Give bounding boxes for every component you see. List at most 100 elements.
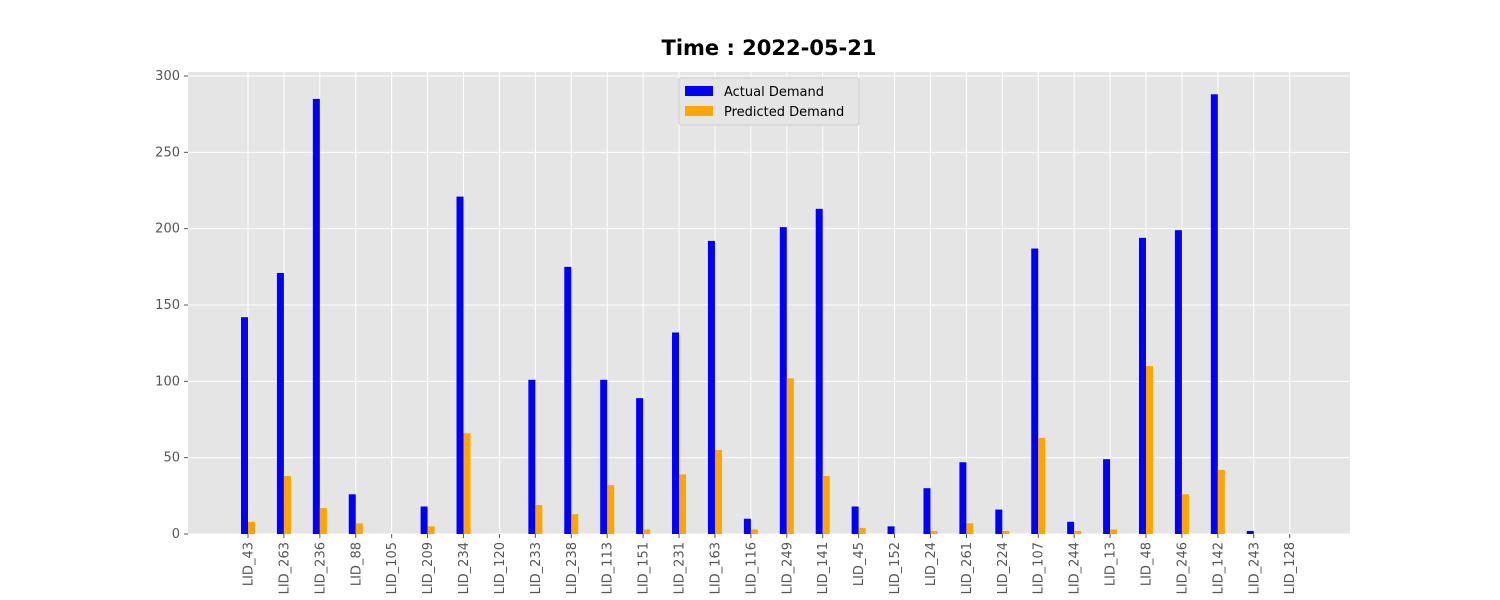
- actual-demand-bar: [743, 518, 751, 534]
- predicted-demand-bar: [355, 523, 363, 534]
- x-tick-label: LID_151: [637, 542, 652, 594]
- actual-demand-bar: [995, 509, 1003, 534]
- x-tick-label: LID_224: [996, 542, 1011, 594]
- predicted-demand-bar: [571, 514, 579, 534]
- actual-demand-bar: [600, 379, 608, 534]
- predicted-demand-bar: [714, 450, 722, 534]
- actual-demand-bar: [1210, 94, 1218, 534]
- x-tick-label: LID_88: [349, 542, 364, 586]
- predicted-demand-bar: [1146, 366, 1153, 534]
- x-tick-label: LID_107: [1032, 542, 1047, 594]
- x-axis: LID_43 LID_263 LID_236 LID_88 LID_105 LID_209…: [242, 534, 1298, 594]
- actual-demand-bar: [312, 98, 320, 535]
- predicted-demand-bar: [786, 378, 794, 534]
- actual-demand-bar: [959, 462, 967, 534]
- actual-demand-bar: [241, 317, 248, 534]
- actual-demand-bar: [1246, 530, 1254, 534]
- actual-demand-bar: [672, 332, 680, 534]
- actual-demand-bar: [528, 379, 536, 534]
- actual-demand-bar: [1103, 459, 1111, 534]
- actual-demand-bar: [851, 506, 859, 534]
- predicted-demand-bar: [463, 433, 471, 534]
- x-tick-label: LID_128: [1283, 542, 1298, 594]
- x-tick-label: LID_45: [852, 542, 867, 586]
- actual-demand-bar: [636, 398, 644, 534]
- x-tick-label: LID_236: [313, 542, 328, 594]
- x-tick-label: LID_105: [385, 542, 400, 594]
- predicted-demand-bar: [607, 485, 615, 534]
- x-tick-label: LID_152: [888, 542, 903, 594]
- y-axis: 0 50 100 150 200 250 300: [155, 69, 188, 542]
- predicted-demand-bar: [248, 521, 255, 534]
- x-tick-label: LID_163: [708, 542, 723, 594]
- predicted-demand-bar: [679, 474, 687, 534]
- legend: Actual Demand Predicted Demand: [678, 77, 860, 126]
- y-tick-label: 250: [155, 145, 180, 160]
- y-tick-label: 300: [155, 69, 180, 84]
- legend-label: Actual Demand: [724, 85, 824, 100]
- x-tick-label: LID_246: [1175, 542, 1190, 594]
- y-tick-label: 200: [155, 222, 180, 237]
- predicted-demand-bar: [1110, 529, 1118, 534]
- legend-swatch: [685, 106, 713, 116]
- predicted-demand-bar: [283, 475, 291, 534]
- predicted-demand-bar: [1074, 530, 1082, 534]
- x-tick-label: LID_233: [529, 542, 544, 594]
- actual-demand-bar: [564, 266, 572, 534]
- actual-demand-bar: [707, 240, 715, 534]
- x-tick-label: LID_141: [816, 542, 831, 594]
- predicted-demand-bar: [319, 508, 327, 534]
- legend-label: Predicted Demand: [724, 105, 844, 120]
- actual-demand-bar: [1139, 237, 1146, 534]
- actual-demand-bar: [348, 494, 356, 534]
- x-tick-label: LID_120: [493, 542, 508, 594]
- predicted-demand-bar: [750, 529, 758, 534]
- x-tick-label: LID_244: [1068, 542, 1083, 594]
- y-tick-label: 150: [155, 298, 180, 313]
- x-tick-label: LID_209: [421, 542, 436, 594]
- actual-demand-bar: [276, 272, 284, 534]
- x-tick-label: LID_48: [1140, 542, 1155, 586]
- y-tick-label: 100: [155, 374, 180, 389]
- x-tick-label: LID_231: [673, 542, 688, 594]
- actual-demand-bar: [815, 208, 823, 534]
- x-tick-label: LID_13: [1104, 542, 1119, 586]
- legend-box: [678, 77, 860, 126]
- y-tick-label: 0: [172, 527, 180, 542]
- x-tick-label: LID_249: [780, 542, 795, 594]
- actual-demand-bar: [1174, 230, 1182, 534]
- bars: [241, 94, 1254, 535]
- actual-demand-bar: [887, 526, 895, 534]
- chart-title: Time : 2022-05-21: [661, 36, 877, 60]
- legend-swatch: [685, 86, 713, 96]
- plot-area: [188, 72, 1350, 534]
- x-tick-label: LID_116: [744, 542, 759, 594]
- actual-demand-bar: [456, 196, 464, 534]
- x-tick-label: LID_238: [565, 542, 580, 594]
- x-tick-label: LID_24: [924, 542, 939, 586]
- x-tick-label: LID_234: [457, 542, 472, 594]
- x-tick-label: LID_43: [242, 542, 257, 586]
- actual-demand-bar: [923, 488, 931, 534]
- predicted-demand-bar: [858, 527, 866, 534]
- actual-demand-bar: [779, 227, 787, 534]
- x-tick-label: LID_263: [277, 542, 292, 594]
- predicted-demand-bar: [1002, 530, 1010, 534]
- predicted-demand-bar: [427, 526, 435, 534]
- predicted-demand-bar: [1217, 469, 1225, 534]
- predicted-demand-bar: [930, 530, 938, 534]
- x-tick-label: LID_261: [960, 542, 975, 594]
- predicted-demand-bar: [966, 523, 974, 534]
- predicted-demand-bar: [1038, 437, 1046, 534]
- actual-demand-bar: [1067, 521, 1075, 534]
- predicted-demand-bar: [535, 504, 543, 534]
- predicted-demand-bar: [822, 475, 830, 534]
- y-tick-label: 50: [163, 451, 180, 466]
- predicted-demand-bar: [643, 529, 651, 534]
- predicted-demand-bar: [1181, 494, 1189, 534]
- actual-demand-bar: [420, 506, 428, 534]
- x-tick-label: LID_142: [1211, 542, 1226, 594]
- actual-demand-bar: [1031, 248, 1039, 534]
- x-tick-label: LID_113: [601, 542, 616, 594]
